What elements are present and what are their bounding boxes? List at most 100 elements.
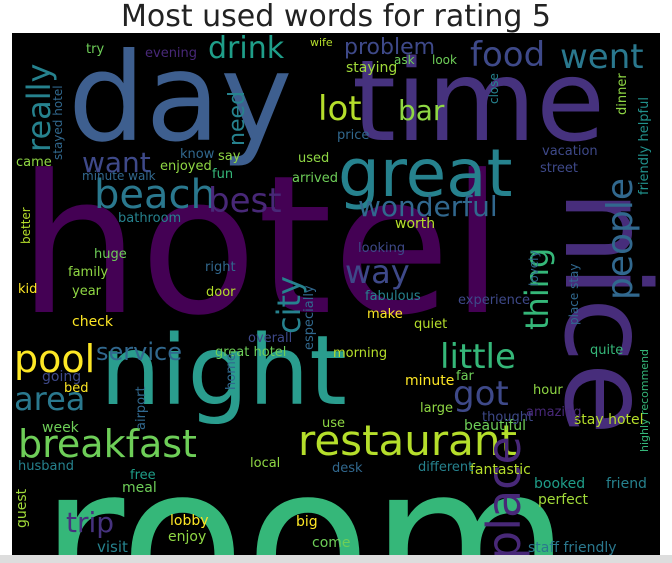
- word: husband: [18, 459, 74, 474]
- word: trip: [66, 506, 114, 539]
- word: great: [338, 135, 513, 212]
- word: door: [206, 285, 236, 300]
- word: hour: [533, 383, 563, 398]
- word: pool: [14, 337, 95, 381]
- word: quite: [590, 343, 623, 358]
- word: came: [16, 155, 52, 170]
- word: make: [367, 307, 403, 322]
- word: thought: [482, 410, 533, 425]
- word: large: [420, 401, 453, 416]
- word: friendly helpful: [637, 97, 652, 195]
- word: quiet: [414, 317, 447, 332]
- word: great hotel: [215, 345, 286, 360]
- word: stayed hotel: [51, 85, 65, 160]
- word: fabulous: [365, 289, 421, 304]
- word: city: [270, 276, 308, 334]
- bottom-strip: [0, 555, 672, 563]
- word: wife: [310, 36, 333, 49]
- word: desk: [332, 461, 363, 476]
- word: ask: [394, 53, 415, 67]
- word: kid: [18, 282, 37, 297]
- word: minute: [405, 373, 454, 389]
- word: perfect: [538, 492, 588, 508]
- word: thing: [518, 248, 556, 330]
- word: friend: [606, 476, 647, 492]
- word: enjoy: [168, 529, 206, 545]
- word: local: [250, 456, 280, 471]
- word: restaurant: [298, 416, 517, 465]
- word: big: [296, 514, 318, 530]
- word: experience: [458, 293, 530, 308]
- word: enjoyed: [160, 159, 212, 174]
- word: lot: [318, 89, 362, 129]
- word: went: [560, 37, 644, 77]
- word: use: [322, 416, 345, 431]
- word: fantastic: [470, 462, 531, 478]
- word: people: [600, 178, 641, 300]
- word: right: [205, 260, 236, 275]
- word: know: [180, 147, 215, 162]
- word: check: [72, 314, 114, 330]
- word: bar: [398, 94, 445, 127]
- word: area: [14, 380, 85, 418]
- word: beautiful: [464, 418, 526, 434]
- word: close: [487, 73, 501, 104]
- word: home: [224, 353, 239, 390]
- word: lobby: [170, 513, 209, 529]
- word: come: [312, 535, 351, 551]
- word: arrived: [292, 171, 338, 186]
- word: look: [432, 53, 457, 67]
- word: room: [40, 423, 570, 563]
- word: morning: [333, 346, 387, 361]
- word: got: [453, 374, 509, 414]
- word: evening: [145, 46, 197, 61]
- word: day: [68, 27, 292, 169]
- word: little: [440, 337, 516, 377]
- word: week: [42, 420, 80, 436]
- word: especially: [302, 285, 317, 350]
- word: better: [19, 207, 33, 244]
- word: breakfast: [18, 422, 197, 466]
- word: booked: [534, 476, 585, 492]
- word: staying: [346, 60, 397, 76]
- word: different: [418, 460, 473, 475]
- word: place stay: [567, 263, 581, 325]
- word: far: [456, 369, 475, 384]
- word: really: [20, 64, 58, 152]
- word: bathroom: [118, 211, 181, 226]
- word: place: [477, 436, 531, 560]
- word: minute walk: [82, 169, 156, 183]
- word: way: [345, 253, 410, 291]
- word: need: [225, 91, 250, 146]
- word-cloud: hotel room day time night nice great restaurant…: [14, 27, 672, 563]
- word: year: [72, 284, 102, 299]
- word: family: [68, 265, 108, 280]
- word: lovely: [527, 250, 541, 286]
- word: visit: [97, 538, 128, 556]
- word: used: [298, 151, 329, 166]
- word: nice: [538, 190, 672, 435]
- word: huge: [94, 247, 127, 262]
- plot-background: [12, 33, 660, 555]
- word: say: [218, 149, 241, 164]
- word: night: [100, 315, 347, 427]
- word: price: [337, 128, 369, 143]
- word: beach: [94, 172, 216, 218]
- word: time: [352, 37, 605, 167]
- word: try: [86, 42, 104, 57]
- word: best: [208, 181, 282, 221]
- word: highly recommend: [638, 349, 651, 452]
- word: vacation: [542, 144, 598, 159]
- word: bed: [64, 381, 89, 396]
- word: problem: [344, 35, 435, 60]
- word: guest: [14, 488, 30, 528]
- word: free: [130, 468, 156, 483]
- chart-title: Most used words for rating 5: [121, 0, 551, 34]
- word: looking: [358, 241, 405, 256]
- word: airport: [134, 386, 149, 430]
- word: street: [540, 161, 578, 176]
- word: worth: [395, 216, 435, 232]
- word: service: [96, 338, 182, 366]
- word: hotel: [18, 135, 504, 358]
